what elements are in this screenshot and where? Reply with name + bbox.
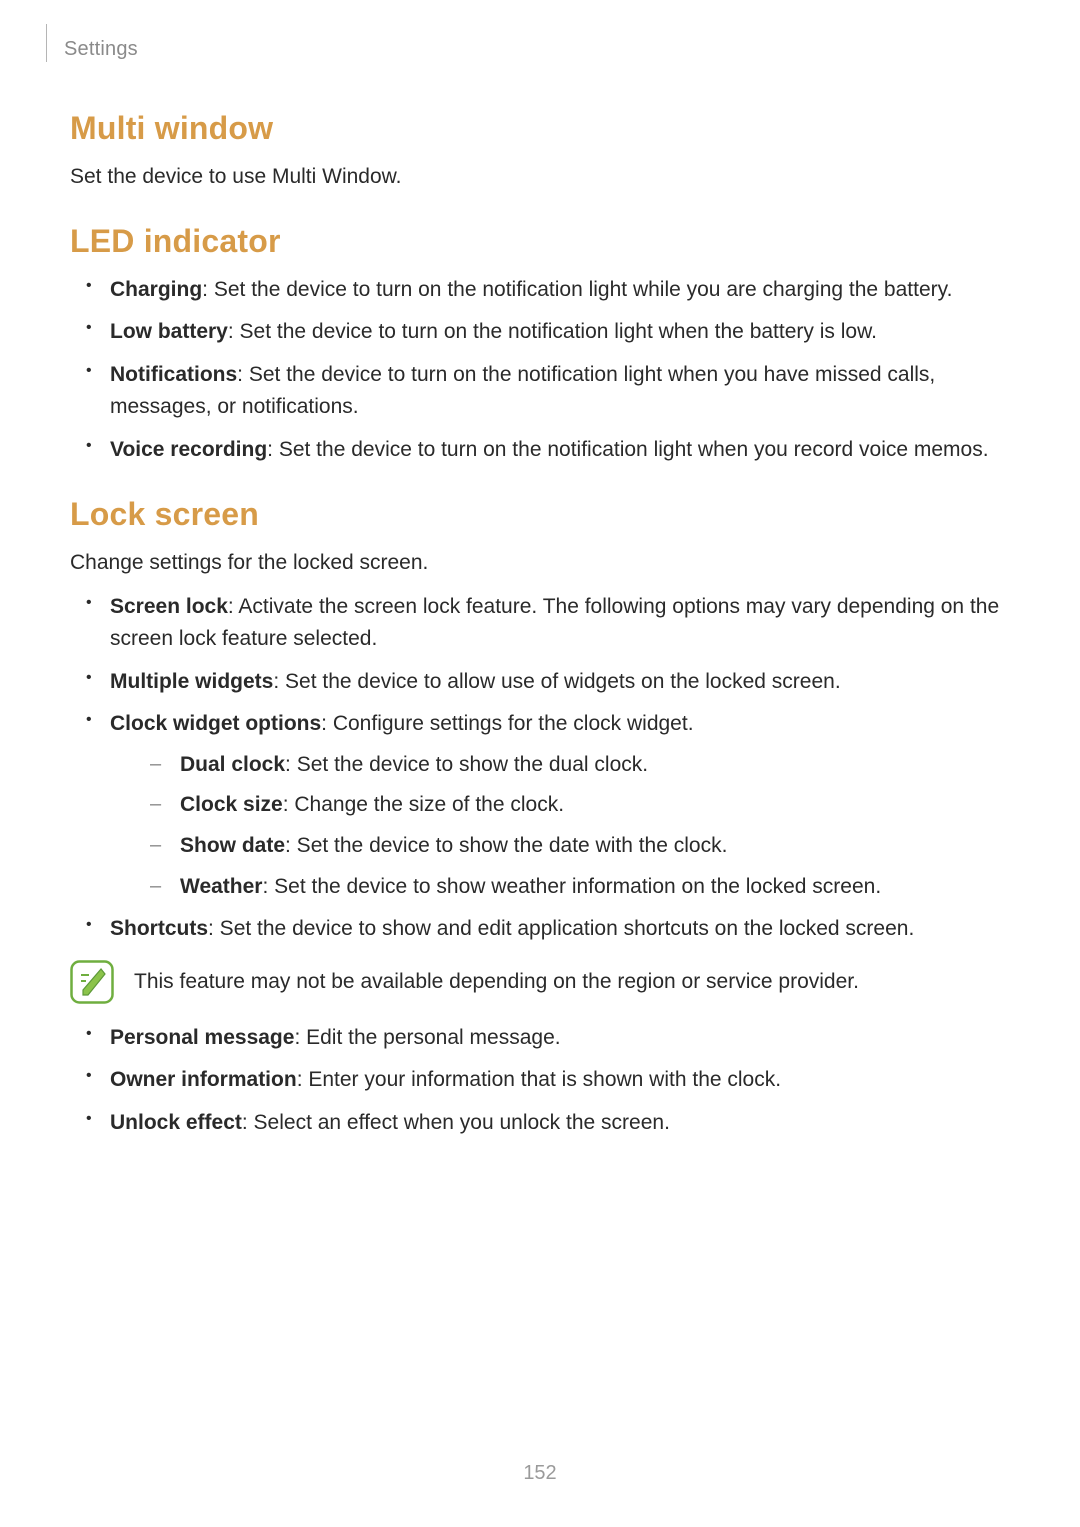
multi-window-description: Set the device to use Multi Window. <box>70 161 1010 193</box>
item-desc: : Set the device to show weather informa… <box>262 875 881 898</box>
item-desc: : Set the device to turn on the notifica… <box>228 320 877 343</box>
page-number: 152 <box>0 1462 1080 1485</box>
list-item: Voice recording: Set the device to turn … <box>70 434 1010 467</box>
list-item: Personal message: Edit the personal mess… <box>70 1022 1010 1055</box>
item-label: Owner information <box>110 1068 297 1091</box>
list-item: Clock size: Change the size of the clock… <box>110 789 1010 822</box>
item-label: Shortcuts <box>110 917 208 940</box>
item-label: Notifications <box>110 363 237 386</box>
list-item: Clock widget options: Configure settings… <box>70 708 1010 903</box>
list-item: Multiple widgets: Set the device to allo… <box>70 666 1010 699</box>
list-item: Notifications: Set the device to turn on… <box>70 359 1010 424</box>
item-desc: : Change the size of the clock. <box>283 793 564 816</box>
item-desc: : Enter your information that is shown w… <box>297 1068 781 1091</box>
item-desc: : Set the device to show the date with t… <box>285 834 727 857</box>
item-label: Show date <box>180 834 285 857</box>
list-item: Dual clock: Set the device to show the d… <box>110 749 1010 782</box>
note-callout: This feature may not be available depend… <box>70 960 1010 1004</box>
page-content: Multi window Set the device to use Multi… <box>70 100 1010 1149</box>
item-desc: : Select an effect when you unlock the s… <box>242 1111 670 1134</box>
item-label: Voice recording <box>110 438 267 461</box>
lock-screen-list: Screen lock: Activate the screen lock fe… <box>70 591 1010 946</box>
list-item: Show date: Set the device to show the da… <box>110 830 1010 863</box>
section-title-lock-screen: Lock screen <box>70 496 1010 533</box>
list-item: Screen lock: Activate the screen lock fe… <box>70 591 1010 656</box>
item-label: Clock size <box>180 793 283 816</box>
item-label: Charging <box>110 278 202 301</box>
clock-widget-sublist: Dual clock: Set the device to show the d… <box>110 749 1010 903</box>
item-label: Low battery <box>110 320 228 343</box>
item-desc: : Set the device to show the dual clock. <box>285 753 648 776</box>
list-item: Weather: Set the device to show weather … <box>110 871 1010 904</box>
item-desc: : Activate the screen lock feature. The … <box>110 595 999 651</box>
item-desc: : Configure settings for the clock widge… <box>321 712 693 735</box>
list-item: Low battery: Set the device to turn on t… <box>70 316 1010 349</box>
lock-screen-description: Change settings for the locked screen. <box>70 547 1010 579</box>
item-label: Weather <box>180 875 262 898</box>
item-label: Personal message <box>110 1026 294 1049</box>
list-item: Owner information: Enter your informatio… <box>70 1064 1010 1097</box>
item-label: Screen lock <box>110 595 228 618</box>
list-item: Shortcuts: Set the device to show and ed… <box>70 913 1010 946</box>
item-desc: : Set the device to turn on the notifica… <box>267 438 988 461</box>
section-title-multi-window: Multi window <box>70 110 1010 147</box>
list-item: Unlock effect: Select an effect when you… <box>70 1107 1010 1140</box>
item-label: Multiple widgets <box>110 670 273 693</box>
item-label: Clock widget options <box>110 712 321 735</box>
note-icon <box>70 960 114 1004</box>
item-desc: : Edit the personal message. <box>294 1026 560 1049</box>
item-desc: : Set the device to allow use of widgets… <box>273 670 840 693</box>
item-label: Dual clock <box>180 753 285 776</box>
breadcrumb: Settings <box>64 38 138 61</box>
item-desc: : Set the device to turn on the notifica… <box>202 278 952 301</box>
header-divider <box>46 24 47 62</box>
note-text: This feature may not be available depend… <box>134 966 859 998</box>
list-item: Charging: Set the device to turn on the … <box>70 274 1010 307</box>
section-title-led-indicator: LED indicator <box>70 223 1010 260</box>
led-indicator-list: Charging: Set the device to turn on the … <box>70 274 1010 467</box>
item-desc: : Set the device to show and edit applic… <box>208 917 914 940</box>
lock-screen-list-continued: Personal message: Edit the personal mess… <box>70 1022 1010 1140</box>
item-label: Unlock effect <box>110 1111 242 1134</box>
